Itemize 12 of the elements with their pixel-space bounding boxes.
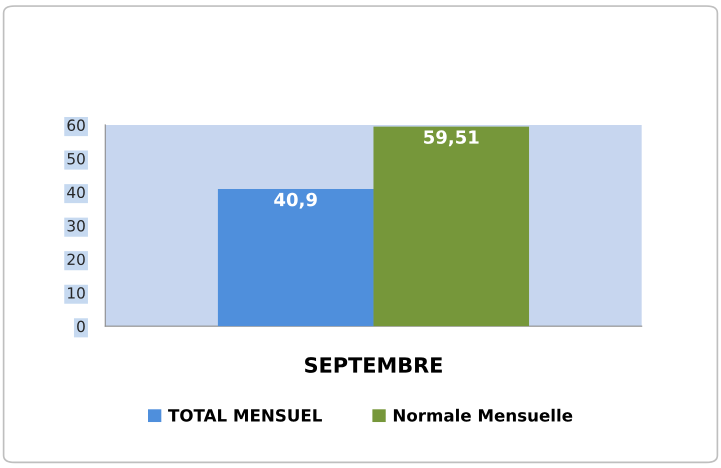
- data-label: 59,51: [424, 130, 479, 146]
- y-tick-label: 30: [68, 220, 85, 232]
- data-label: 40,9: [274, 192, 317, 209]
- y-tick-label: 20: [68, 254, 85, 266]
- y-tick-label: 0: [77, 320, 85, 332]
- x-tick-label: SEPTEMBRE: [305, 357, 442, 373]
- y-tick-label: 10: [68, 287, 85, 299]
- legend-label: Normale Mensuelle: [394, 408, 572, 422]
- y-tick-label: 40: [67, 186, 85, 198]
- y-tick-label: 50: [68, 152, 85, 165]
- legend-label: TOTAL MENSUEL: [168, 409, 322, 422]
- y-tick-label: 60: [67, 119, 85, 131]
